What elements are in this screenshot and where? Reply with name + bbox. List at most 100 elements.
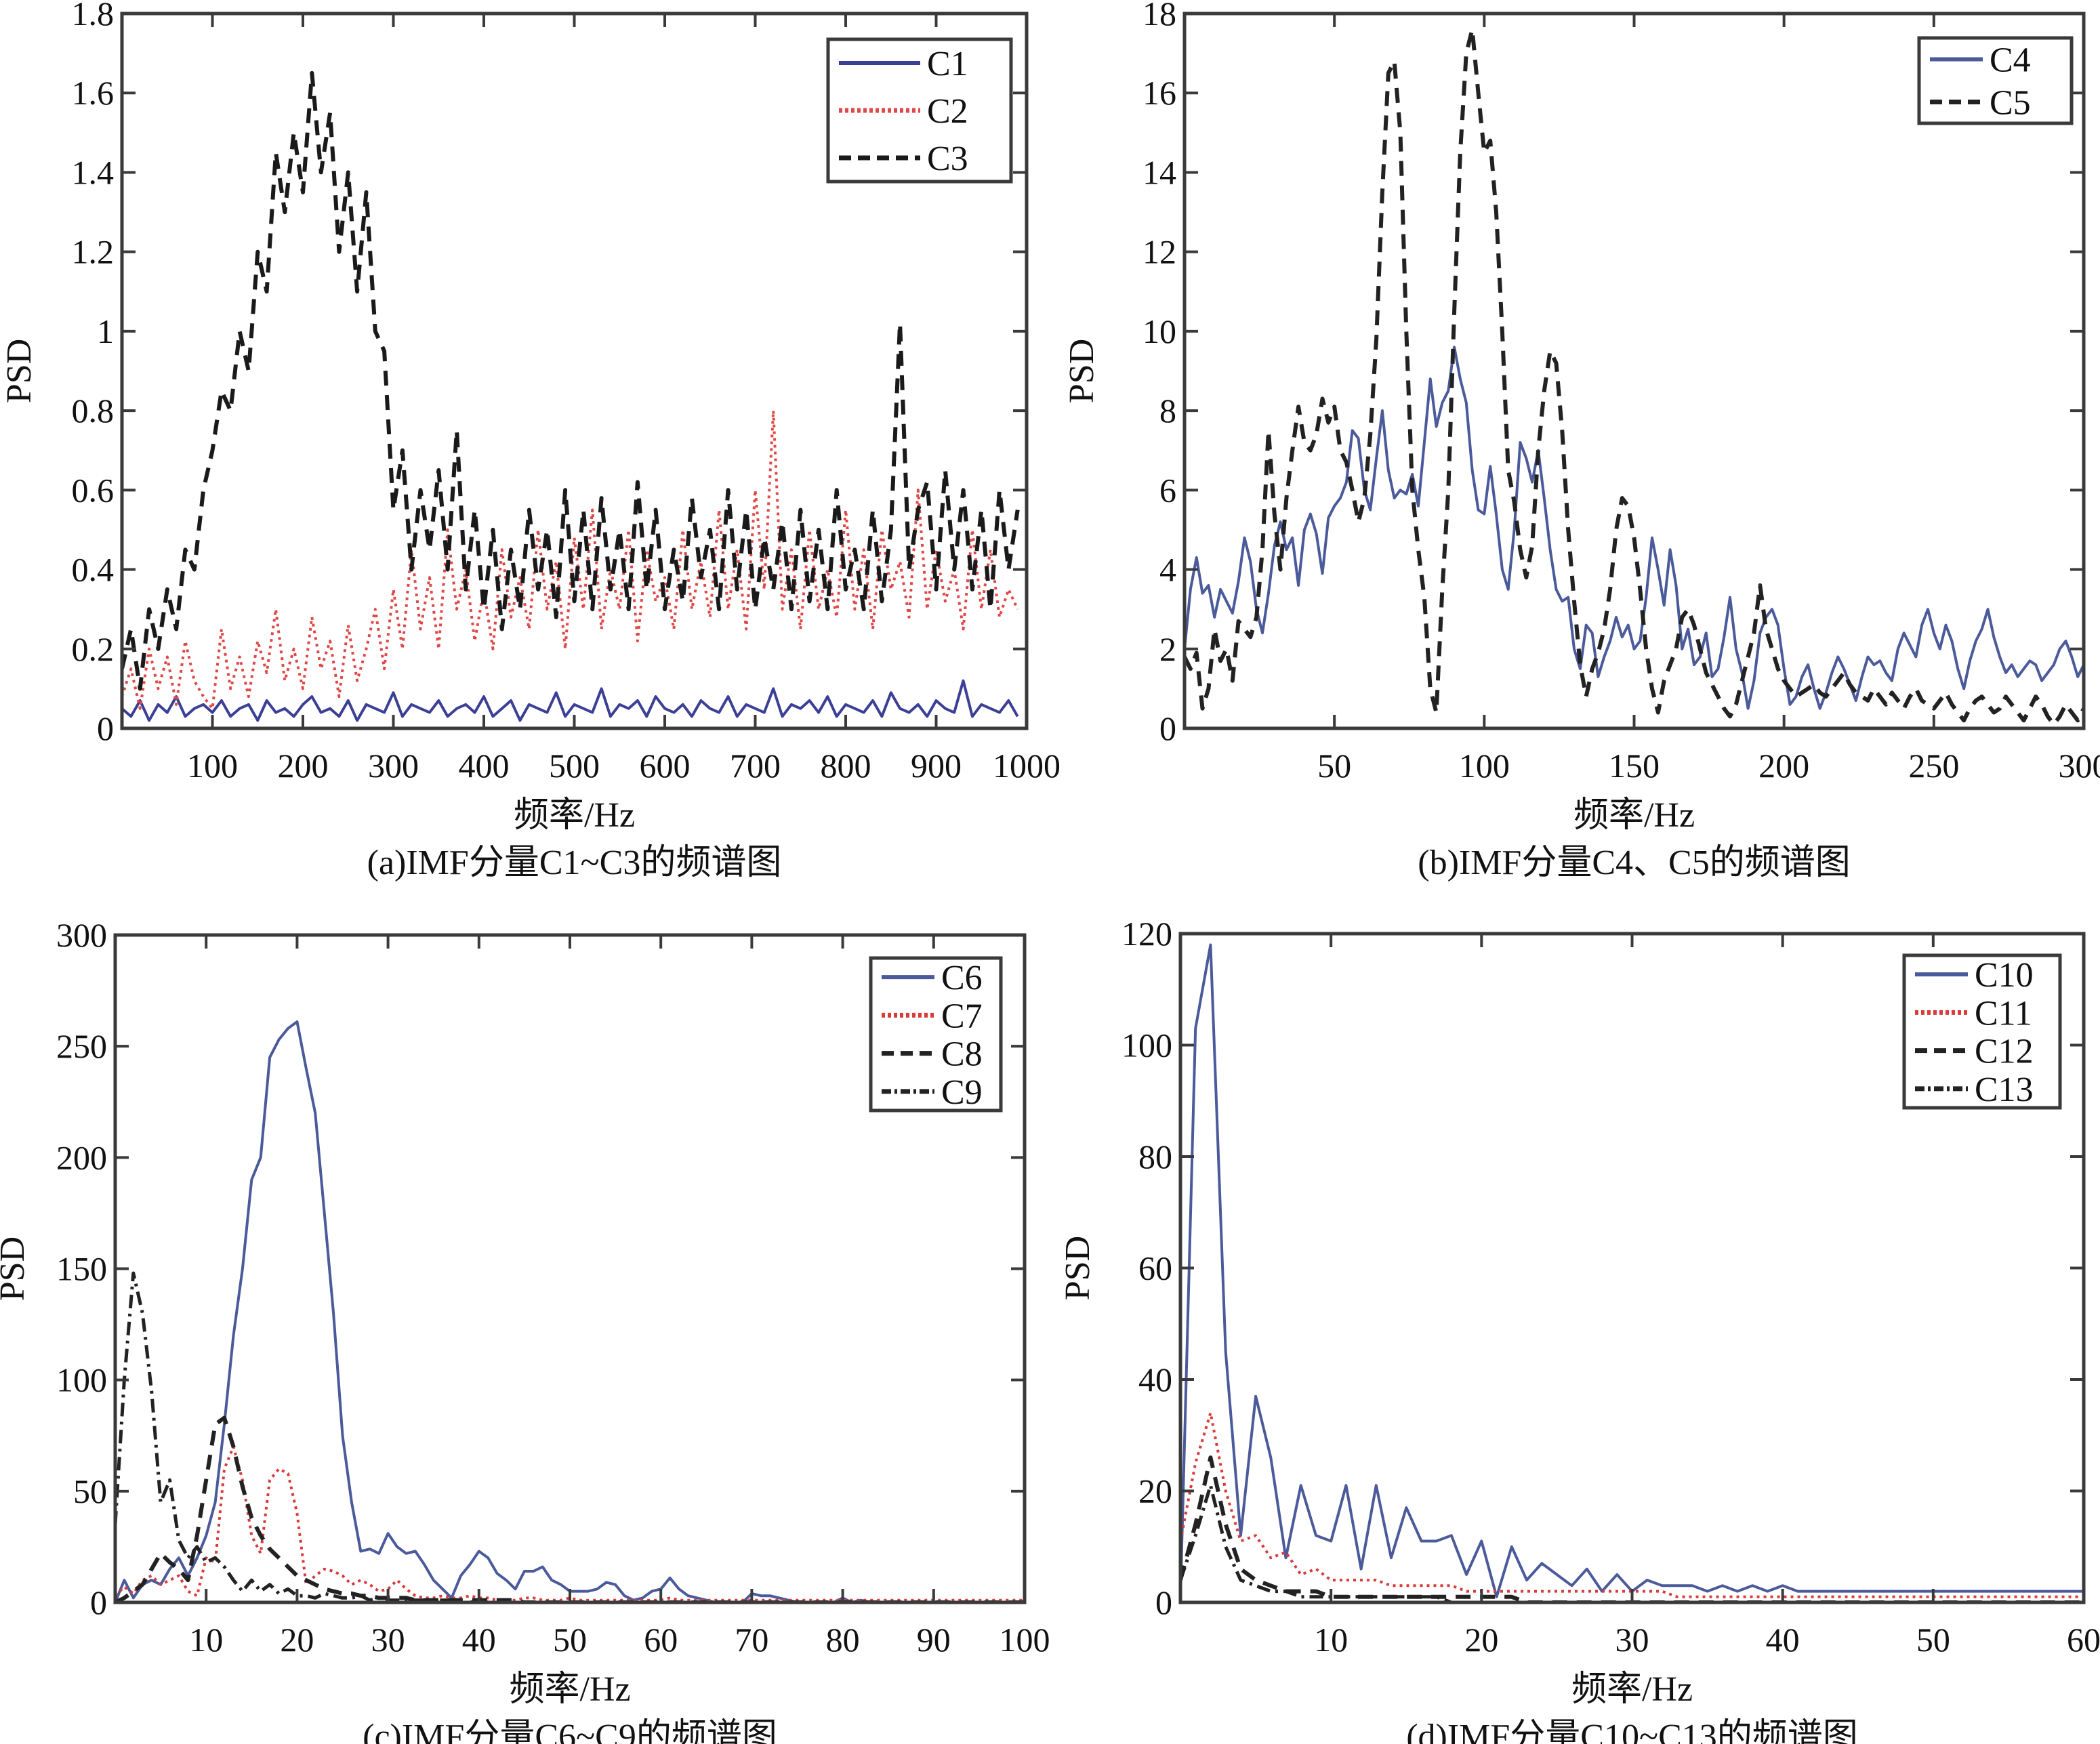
x-tick-label: 20 bbox=[280, 1621, 314, 1659]
x-tick-label: 10 bbox=[189, 1621, 223, 1659]
x-tick-label: 60 bbox=[644, 1621, 678, 1659]
y-tick-label: 18 bbox=[1142, 0, 1176, 33]
y-tick-label: 4 bbox=[1159, 551, 1176, 589]
y-tick-label: 14 bbox=[1142, 153, 1176, 191]
x-tick-label: 70 bbox=[735, 1621, 768, 1659]
panel-caption: (c)IMF分量C6~C9的频谱图 bbox=[363, 1718, 777, 1744]
y-tick-label: 0.2 bbox=[72, 630, 115, 668]
x-tick-label: 150 bbox=[1609, 747, 1660, 785]
legend-label-c10: C10 bbox=[1975, 956, 2034, 995]
legend-label-c2: C2 bbox=[927, 92, 968, 131]
series-line-c3 bbox=[122, 70, 1020, 691]
x-tick-label: 900 bbox=[911, 747, 962, 785]
x-tick-label: 100 bbox=[1459, 747, 1510, 785]
x-tick-label: 90 bbox=[917, 1621, 951, 1659]
x-axis-label: 频率/Hz bbox=[1573, 796, 1695, 835]
legend-label-c13: C13 bbox=[1975, 1071, 2034, 1109]
x-tick-label: 250 bbox=[1908, 747, 1959, 785]
y-tick-label: 300 bbox=[56, 916, 107, 954]
y-tick-label: 0 bbox=[97, 709, 114, 747]
y-tick-label: 8 bbox=[1159, 392, 1176, 430]
series-line-c13 bbox=[1180, 1483, 2084, 1602]
legend-label-c9: C9 bbox=[941, 1073, 983, 1112]
legend-label-c5: C5 bbox=[1990, 84, 2031, 123]
y-tick-label: 50 bbox=[73, 1472, 107, 1510]
y-tick-label: 0.4 bbox=[72, 551, 115, 589]
y-tick-label: 20 bbox=[1138, 1472, 1172, 1510]
series-group bbox=[122, 70, 1020, 722]
y-tick-label: 0.8 bbox=[72, 392, 115, 430]
y-tick-label: 12 bbox=[1142, 233, 1176, 271]
series-line-c7 bbox=[115, 1445, 1025, 1602]
x-tick-label: 700 bbox=[730, 747, 781, 785]
x-tick-label: 300 bbox=[2059, 747, 2100, 785]
legend: C1 C2 C3 bbox=[826, 37, 1013, 184]
x-axis-label: 频率/Hz bbox=[1571, 1670, 1693, 1709]
x-tick-label: 200 bbox=[1758, 747, 1809, 785]
x-tick-label: 1000 bbox=[993, 747, 1061, 785]
legend-label-c12: C12 bbox=[1975, 1033, 2034, 1071]
legend-label-c7: C7 bbox=[941, 997, 983, 1035]
x-tick-label: 300 bbox=[368, 747, 419, 785]
y-tick-label: 0 bbox=[90, 1583, 107, 1621]
y-axis-label: PSD bbox=[0, 1237, 32, 1301]
y-tick-label: 1.6 bbox=[72, 74, 115, 112]
y-tick-label: 100 bbox=[56, 1361, 107, 1399]
series-line-c4 bbox=[1185, 346, 2084, 710]
x-tick-label: 400 bbox=[459, 747, 510, 785]
series-line-c5 bbox=[1185, 27, 2084, 727]
series-line-c2 bbox=[122, 409, 1019, 710]
x-tick-label: 50 bbox=[1317, 747, 1351, 785]
x-axis-label: 频率/Hz bbox=[509, 1670, 630, 1709]
legend-label-c3: C3 bbox=[927, 140, 968, 178]
x-tick-label: 30 bbox=[1615, 1621, 1649, 1659]
y-axis-label: PSD bbox=[1058, 1236, 1097, 1300]
x-tick-label: 60 bbox=[2067, 1621, 2100, 1659]
x-tick-label: 10 bbox=[1314, 1621, 1348, 1659]
y-tick-label: 80 bbox=[1138, 1138, 1172, 1176]
y-tick-label: 200 bbox=[56, 1138, 107, 1176]
x-tick-label: 40 bbox=[462, 1621, 496, 1659]
x-tick-label: 800 bbox=[821, 747, 871, 785]
legend-box bbox=[1917, 36, 2074, 125]
x-tick-label: 50 bbox=[553, 1621, 587, 1659]
legend-box bbox=[1902, 953, 2062, 1110]
y-axis-label: PSD bbox=[1063, 339, 1101, 403]
panel-caption: (b)IMF分量C4、C5的频谱图 bbox=[1418, 844, 1850, 882]
y-tick-label: 120 bbox=[1121, 915, 1172, 953]
y-axis-label: PSD bbox=[0, 339, 39, 403]
y-tick-label: 0 bbox=[1155, 1583, 1172, 1621]
x-tick-label: 40 bbox=[1766, 1621, 1800, 1659]
x-tick-label: 100 bbox=[187, 747, 238, 785]
y-tick-label: 40 bbox=[1138, 1361, 1172, 1398]
y-tick-label: 150 bbox=[56, 1250, 107, 1288]
legend-label-c8: C8 bbox=[941, 1035, 983, 1074]
series-line-c8 bbox=[115, 1415, 1025, 1602]
series-line-c12 bbox=[1180, 1455, 2084, 1602]
x-tick-label: 20 bbox=[1464, 1621, 1498, 1659]
panel-a: 100 200 300 400 500 600 700 800 900 1000 0 0.2 0.4 0.… bbox=[0, 0, 1061, 882]
x-tick-label: 80 bbox=[826, 1621, 860, 1659]
x-tick-label: 500 bbox=[549, 747, 600, 785]
x-axis-label: 频率/Hz bbox=[514, 796, 635, 835]
panel-caption: (a)IMF分量C1~C3的频谱图 bbox=[367, 844, 782, 882]
y-tick-label: 6 bbox=[1159, 471, 1176, 509]
x-tick-label: 100 bbox=[1000, 1621, 1050, 1659]
legend-label-c11: C11 bbox=[1975, 994, 2032, 1033]
y-tick-label: 100 bbox=[1121, 1026, 1172, 1064]
x-tick-label: 50 bbox=[1916, 1621, 1950, 1659]
series-line-c9 bbox=[115, 1271, 1025, 1602]
y-tick-label: 0 bbox=[1159, 709, 1176, 747]
legend-label-c1: C1 bbox=[927, 45, 968, 83]
y-tick-label: 10 bbox=[1142, 312, 1176, 350]
y-tick-label: 1 bbox=[97, 312, 114, 350]
panel-d: 10 20 30 40 50 60 0 20 40 60 80 100 120 频率/Hz PSD (d)IM… bbox=[1058, 915, 2100, 1744]
x-tick-label: 30 bbox=[371, 1621, 405, 1659]
legend-box bbox=[869, 956, 1003, 1113]
panel-b: 50 100 150 200 250 300 0 2 4 6 8 10 12 14 16 18 频率/Hz PSD… bbox=[1063, 0, 2100, 882]
panel-caption: (d)IMF分量C10~C13的频谱图 bbox=[1406, 1718, 1858, 1744]
legend-label-c4: C4 bbox=[1990, 41, 2031, 80]
